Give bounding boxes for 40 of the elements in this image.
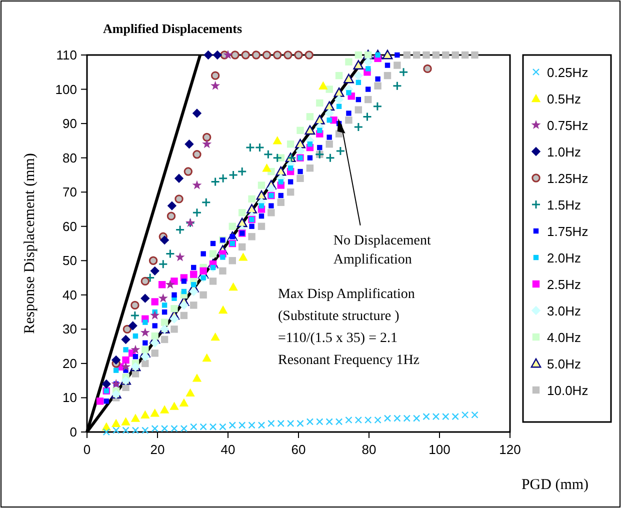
legend-label: 0.75Hz	[547, 118, 588, 133]
x-tick-label: 20	[150, 442, 165, 457]
y-tick-label: 80	[62, 150, 77, 166]
annotation: =110/(1.5 x 35) = 2.1	[278, 331, 398, 346]
annotation: Max Disp Amplification	[278, 287, 415, 302]
annotation: No Displacement Amplification	[333, 233, 432, 268]
legend-label: 2.5Hz	[547, 277, 581, 292]
y-axis-title: Response Displacement (mm)	[22, 153, 38, 334]
y-tick-label: 70	[62, 184, 77, 200]
x-tick-label: 120	[499, 442, 521, 457]
legend-label: 3.0Hz	[547, 304, 581, 318]
legend-label: 5.0Hz	[547, 356, 581, 372]
chart-title: Amplified Displacements	[103, 21, 242, 36]
x-tick-label: 0	[83, 442, 91, 457]
y-tick-label: 60	[62, 218, 77, 234]
x-tick-label: 40	[220, 442, 236, 457]
y-tick-label: 50	[62, 253, 77, 268]
y-tick-label: 20	[62, 356, 77, 371]
legend-label: 1.5Hz	[547, 198, 581, 212]
annotation: (Substitute structure )	[278, 309, 400, 324]
y-tick-label: 110	[56, 48, 77, 62]
legend-label: 1.0Hz	[547, 144, 581, 160]
legend-label: 4.0Hz	[547, 330, 581, 345]
legend-label: 1.75Hz	[547, 224, 588, 239]
y-tick-label: 30	[62, 322, 77, 337]
x-tick-label: 100	[428, 442, 450, 457]
x-axis-title: PGD (mm)	[521, 477, 589, 493]
x-tick-label: 60	[291, 442, 306, 457]
y-tick-label: 10	[62, 390, 77, 406]
legend-label: 2.0Hz	[547, 250, 581, 266]
legend-label: 0.25Hz	[547, 65, 588, 80]
y-tick-label: 0	[70, 424, 77, 440]
y-tick-label: 40	[62, 287, 77, 302]
annotation: Resonant Frequency 1Hz	[278, 353, 420, 368]
y-tick-label: 90	[62, 116, 77, 132]
x-tick-label: 80	[362, 442, 376, 457]
legend-label: 0.5Hz	[547, 92, 581, 106]
legend-label: 1.25Hz	[547, 171, 588, 186]
legend-label: 10.0Hz	[547, 383, 588, 398]
y-tick-label: 100	[55, 82, 77, 97]
